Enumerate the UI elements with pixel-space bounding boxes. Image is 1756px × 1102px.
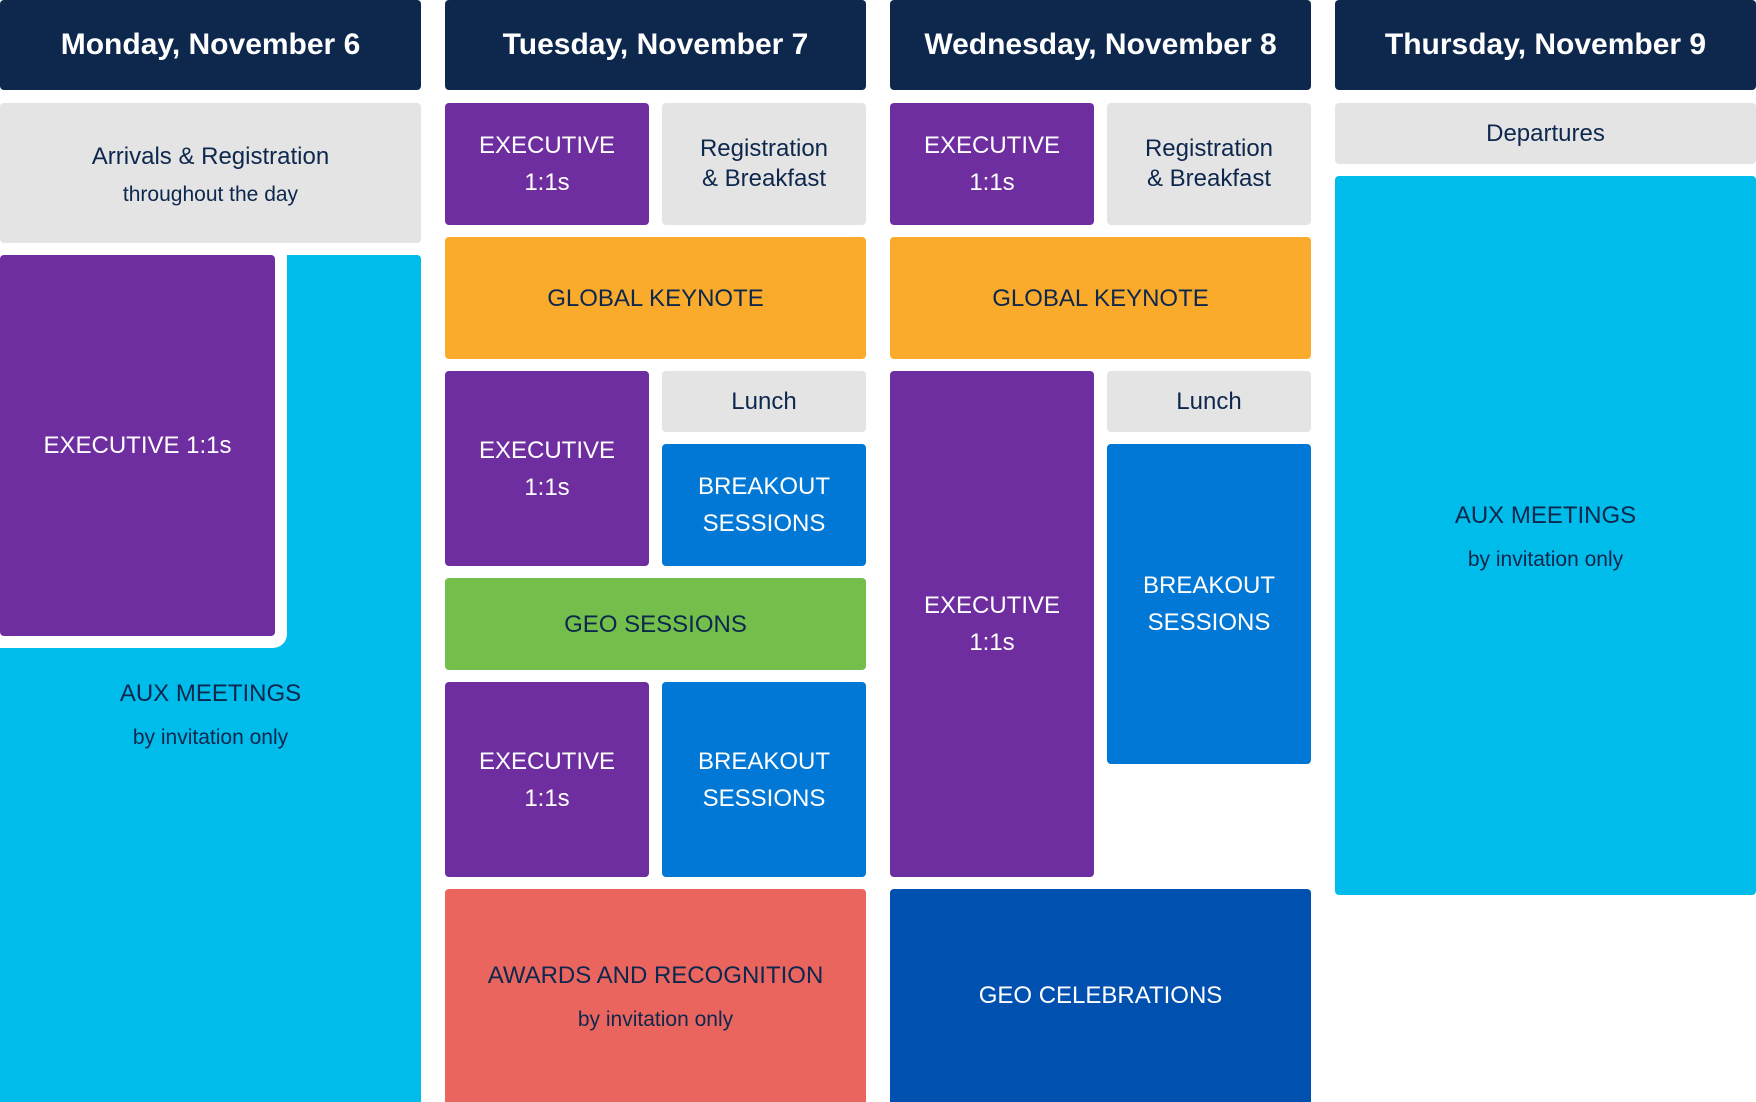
tuesday-breakout-midday-block: BREAKOUT SESSIONS bbox=[662, 444, 866, 566]
tuesday-awards-block: AWARDS AND RECOGNITION by invitation onl… bbox=[445, 889, 866, 1102]
wednesday-registration-block: Registration & Breakfast bbox=[1107, 103, 1311, 225]
block-line-1: EXECUTIVE bbox=[478, 436, 616, 464]
block-line-2: & Breakfast bbox=[1146, 165, 1272, 192]
block-line-2: 1:1s bbox=[524, 169, 570, 196]
block-title: AWARDS AND RECOGNITION bbox=[487, 962, 824, 989]
wednesday-executive-morning-block: EXECUTIVE 1:1s bbox=[890, 103, 1094, 225]
block-line-2: SESSIONS bbox=[1147, 609, 1271, 636]
block-title: GEO CELEBRATIONS bbox=[978, 982, 1223, 1009]
block-line-1: Registration bbox=[1144, 135, 1274, 162]
block-title: EXECUTIVE 1:1s bbox=[43, 432, 232, 459]
wednesday-geo-celebrations-block: GEO CELEBRATIONS bbox=[890, 889, 1311, 1102]
tuesday-breakout-afternoon-block: BREAKOUT SESSIONS bbox=[662, 682, 866, 877]
block-title: Departures bbox=[1486, 120, 1605, 147]
block-title: Lunch bbox=[1176, 388, 1242, 415]
block-subtitle: by invitation only bbox=[577, 1008, 734, 1031]
wednesday-breakout-block: BREAKOUT SESSIONS bbox=[1107, 444, 1311, 764]
block-line-2: 1:1s bbox=[524, 473, 570, 501]
block-line-1: BREAKOUT bbox=[697, 473, 831, 500]
block-title: Lunch bbox=[731, 388, 797, 415]
monday-arrivals-block: Arrivals & Registration throughout the d… bbox=[0, 103, 421, 243]
tuesday-executive-afternoon-block: EXECUTIVE 1:1s bbox=[445, 682, 649, 877]
block-line-2: SESSIONS bbox=[702, 510, 826, 537]
block-line-2: 1:1s bbox=[524, 784, 570, 812]
tuesday-geo-sessions-block: GEO SESSIONS bbox=[445, 578, 866, 670]
wednesday-lunch-block: Lunch bbox=[1107, 371, 1311, 432]
block-line-1: EXECUTIVE bbox=[923, 592, 1061, 619]
block-title: AUX MEETINGS bbox=[1454, 502, 1637, 529]
block-title: GEO SESSIONS bbox=[564, 610, 747, 638]
block-line-1: EXECUTIVE bbox=[478, 132, 616, 159]
block-subtitle: by invitation only bbox=[132, 726, 289, 749]
block-line-1: BREAKOUT bbox=[697, 747, 831, 775]
tuesday-registration-block: Registration & Breakfast bbox=[662, 103, 866, 225]
block-line-2: SESSIONS bbox=[702, 784, 826, 812]
day-header-monday: Monday, November 6 bbox=[0, 0, 421, 90]
block-title: AUX MEETINGS bbox=[119, 680, 302, 707]
tuesday-executive-midday-block: EXECUTIVE 1:1s bbox=[445, 371, 649, 566]
day-header-tuesday-label: Tuesday, November 7 bbox=[502, 28, 809, 61]
day-header-thursday-label: Thursday, November 9 bbox=[1384, 28, 1707, 61]
block-subtitle: throughout the day bbox=[122, 182, 299, 206]
day-header-wednesday-label: Wednesday, November 8 bbox=[924, 28, 1277, 61]
day-header-thursday: Thursday, November 9 bbox=[1335, 0, 1756, 90]
tuesday-lunch-block: Lunch bbox=[662, 371, 866, 432]
block-title: GLOBAL KEYNOTE bbox=[547, 284, 764, 312]
monday-executive-block: EXECUTIVE 1:1s bbox=[0, 255, 275, 636]
tuesday-keynote-block: GLOBAL KEYNOTE bbox=[445, 237, 866, 359]
wednesday-executive-block: EXECUTIVE 1:1s bbox=[890, 371, 1094, 877]
wednesday-keynote-block: GLOBAL KEYNOTE bbox=[890, 237, 1311, 359]
block-line-1: BREAKOUT bbox=[1142, 572, 1276, 599]
block-title: Arrivals & Registration bbox=[91, 142, 330, 170]
block-line-2: & Breakfast bbox=[701, 165, 827, 192]
day-header-wednesday: Wednesday, November 8 bbox=[890, 0, 1311, 90]
block-line-1: EXECUTIVE bbox=[478, 747, 616, 775]
block-line-2: 1:1s bbox=[969, 629, 1015, 656]
tuesday-executive-morning-block: EXECUTIVE 1:1s bbox=[445, 103, 649, 225]
day-header-tuesday: Tuesday, November 7 bbox=[445, 0, 866, 90]
thursday-departures-block: Departures bbox=[1335, 103, 1756, 164]
block-subtitle: by invitation only bbox=[1467, 548, 1624, 571]
block-line-1: Registration bbox=[699, 135, 829, 162]
block-title: GLOBAL KEYNOTE bbox=[992, 284, 1209, 312]
day-header-monday-label: Monday, November 6 bbox=[60, 28, 361, 61]
block-line-1: EXECUTIVE bbox=[923, 132, 1061, 159]
thursday-aux-meetings-block: AUX MEETINGS by invitation only bbox=[1335, 176, 1756, 895]
block-line-2: 1:1s bbox=[969, 169, 1015, 196]
